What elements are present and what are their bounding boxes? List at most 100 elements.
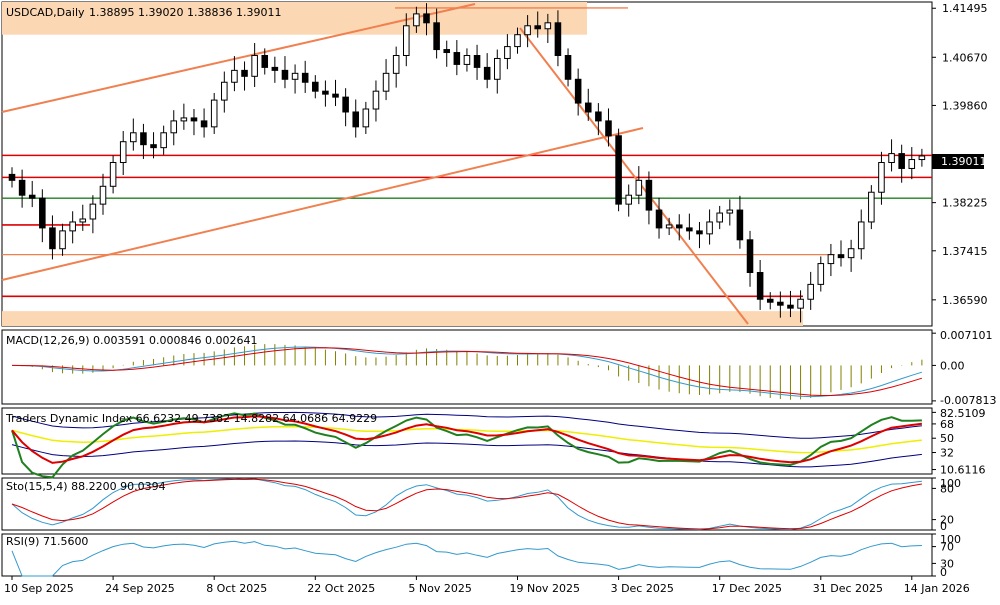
candle [675, 214, 683, 241]
candle-body [281, 69, 289, 80]
candle [362, 101, 370, 134]
candle-body [706, 221, 713, 235]
candle [59, 223, 66, 256]
candle [918, 148, 926, 167]
candle [564, 48, 572, 87]
price-tick-label: 1.37415 [942, 245, 988, 258]
candle-body [180, 117, 188, 122]
candle [150, 132, 157, 159]
candle [625, 184, 632, 217]
candle [69, 211, 76, 244]
candle [908, 147, 916, 180]
candle-body [89, 203, 97, 220]
candle-body [140, 132, 147, 146]
tdi-tick-label: 10.6116 [940, 464, 986, 477]
candle [352, 99, 360, 138]
candle-body [382, 72, 390, 92]
candle-body [413, 13, 420, 27]
candle [797, 290, 804, 323]
candle [847, 239, 855, 272]
candle-body [59, 230, 66, 250]
candle [382, 59, 390, 101]
lower-channel-trendline [1, 127, 644, 281]
candle [261, 48, 269, 75]
candle-body [301, 72, 309, 83]
tdi-tick-label: 50 [940, 432, 954, 445]
last-price-tag [932, 154, 984, 169]
candle-body [564, 55, 572, 80]
candle-body [200, 120, 208, 128]
trendlines-layer [1, 3, 749, 325]
time-tick-label: 24 Sep 2025 [105, 582, 175, 595]
candle-body [403, 25, 410, 57]
candle-body [99, 185, 107, 205]
candle [766, 292, 774, 310]
candle-body [271, 66, 279, 71]
candle-body [483, 66, 491, 80]
candle-body [524, 25, 531, 36]
candle [605, 108, 612, 147]
candle [231, 56, 238, 92]
candle-body [645, 179, 653, 211]
candle [706, 209, 713, 245]
time-tick-label: 19 Nov 2025 [509, 582, 579, 595]
candle [726, 199, 734, 226]
candle-body [261, 55, 269, 68]
candle [140, 123, 147, 159]
candle-body [827, 254, 835, 265]
candle [635, 166, 643, 205]
candle [251, 43, 258, 88]
candle [554, 10, 562, 67]
candle-body [28, 194, 36, 199]
demand-zone [2, 311, 803, 326]
candle-body [817, 263, 825, 285]
candle-body [504, 46, 511, 59]
candle-body [18, 179, 26, 196]
candle-body [109, 162, 117, 187]
candle [89, 195, 97, 234]
candle-body [787, 304, 794, 309]
candle-body [807, 283, 814, 300]
stoch-tick-label: 80 [940, 482, 954, 495]
candle-body [635, 179, 643, 196]
candle-body [453, 52, 461, 65]
candle-body [686, 227, 693, 232]
candle-body [352, 111, 360, 128]
tdi-tick-label: 32 [940, 447, 954, 460]
candle-body [544, 22, 552, 30]
macd-tick-label: 0.007101 [940, 329, 993, 342]
candle-body [847, 248, 855, 259]
candle [655, 197, 663, 239]
candle [473, 44, 481, 80]
price-tick-label: 1.39860 [942, 99, 988, 112]
candle-body [696, 230, 703, 235]
tdi-rsi-price-line [11, 412, 922, 479]
candle [665, 217, 673, 236]
candle [49, 215, 56, 260]
candle-body [392, 55, 400, 74]
candle-body [574, 78, 582, 104]
last-price-label: 1.39011 [941, 155, 987, 168]
candle [524, 15, 531, 48]
macd-tick-label: 0.00 [940, 359, 965, 372]
pane-frame-rsi [1, 533, 933, 577]
candle [756, 260, 764, 310]
candle-body [332, 93, 339, 98]
candle [817, 256, 825, 292]
candle-body [433, 22, 440, 51]
candle [28, 180, 36, 208]
rsi-label: RSI(9) 71.5600 [6, 535, 88, 548]
candle-body [908, 159, 916, 169]
rsi-tick-label: 100 [940, 533, 961, 546]
candle [736, 195, 744, 249]
macd-signal-line [11, 347, 923, 396]
candle [574, 68, 582, 116]
candle-body [473, 55, 481, 68]
candle [109, 155, 117, 194]
time-tick-label: 8 Oct 2025 [206, 582, 267, 595]
candle-body [888, 153, 895, 164]
candle [857, 209, 865, 260]
